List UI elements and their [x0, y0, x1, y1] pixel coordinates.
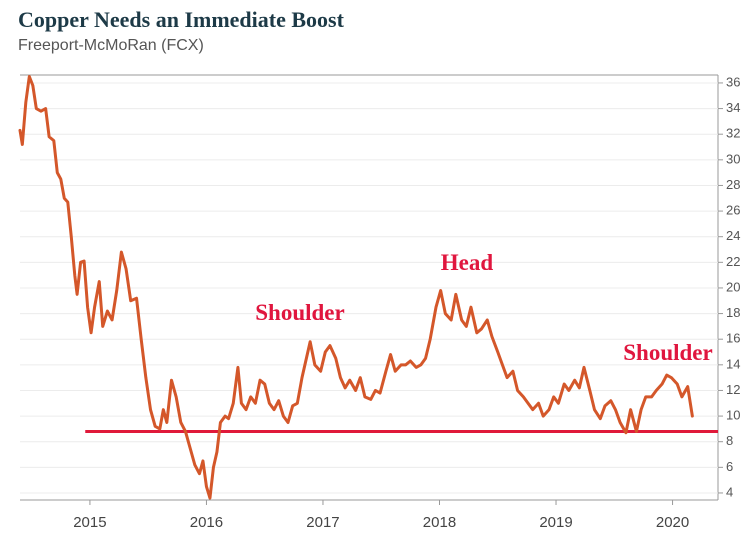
grid [20, 74, 723, 505]
y-tick-label: 22 [726, 254, 740, 269]
x-tick-label: 2019 [539, 514, 572, 531]
labels: 4 6 8 10 12 14 16 18 20 22 24 26 28 30 32 34 36 2015 2016 2… [73, 74, 740, 531]
x-tick-label: 2017 [306, 514, 339, 531]
y-tick-label: 28 [726, 177, 740, 192]
x-tick-label: 2016 [190, 514, 223, 531]
y-tick-label: 34 [726, 100, 740, 115]
y-tick-label: 18 [726, 305, 740, 320]
y-tick-label: 26 [726, 203, 740, 218]
y-tick-label: 36 [726, 74, 740, 89]
y-tick-label: 16 [726, 331, 740, 346]
y-tick-label: 20 [726, 279, 740, 294]
x-tick-label: 2020 [656, 514, 689, 531]
x-tick-label: 2018 [423, 514, 456, 531]
y-tick-label: 30 [726, 151, 740, 166]
y-tick-label: 14 [726, 356, 740, 371]
price-line [18, 75, 694, 500]
y-tick-label: 6 [726, 459, 733, 474]
y-tick-label: 12 [726, 382, 740, 397]
y-tick-label: 24 [726, 228, 740, 243]
chart-title: Copper Needs an Immediate Boost [18, 7, 345, 32]
y-tick-label: 32 [726, 126, 740, 141]
y-tick-label: 10 [726, 408, 740, 423]
chart-subtitle: Freeport-McMoRan (FCX) [18, 37, 204, 54]
y-tick-label: 4 [726, 484, 733, 499]
plot [18, 75, 718, 500]
y-tick-label: 8 [726, 433, 733, 448]
annotation: Head [441, 250, 494, 275]
annotation: Shoulder [623, 340, 712, 365]
annotation: Shoulder [255, 300, 344, 325]
x-tick-label: 2015 [73, 514, 106, 531]
